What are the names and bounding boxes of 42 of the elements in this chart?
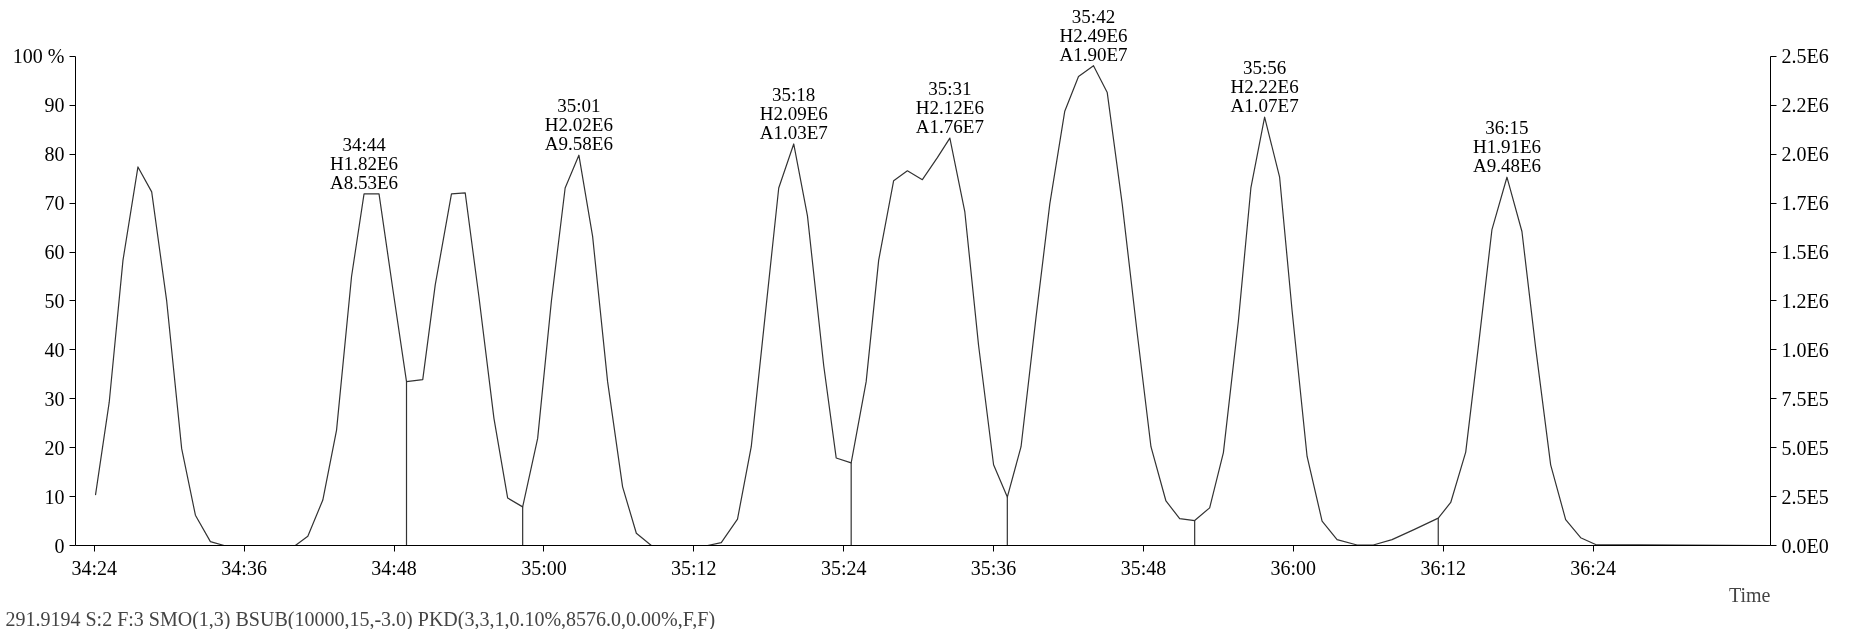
x-tick-label: 34:36 [221, 556, 267, 579]
y-tick-label: 100 % [12, 45, 65, 68]
x-tick-label: 36:12 [1420, 556, 1467, 579]
x-tick-label: 35:00 [521, 556, 567, 579]
y-tick-label: 70 [44, 192, 65, 215]
y-tick-label: 80 [44, 143, 65, 166]
y2-tick-label: 2.5E6 [1781, 45, 1829, 68]
y2-tick-label: 7.5E5 [1781, 387, 1829, 410]
x-tick-label: 34:24 [71, 556, 118, 579]
annotation: 35:42 H2.49E6 A1.90E7 [1059, 5, 1128, 65]
y2-tick-label: 5.0E5 [1781, 436, 1829, 459]
annotation: 34:44 H1.82E6 A8.53E6 [330, 134, 399, 193]
x-tick-label: 35:12 [671, 556, 717, 579]
y2-tick-label: 1.5E6 [1781, 241, 1829, 264]
y-tick-label: 10 [44, 485, 65, 508]
y2-tick-label: 2.0E6 [1781, 143, 1829, 166]
y-tick-label: 40 [44, 338, 65, 361]
x-tick-label: 36:00 [1270, 556, 1317, 579]
y-tick-label: 50 [44, 289, 65, 312]
annotation: 35:18 H2.09E6 A1.03E7 [759, 84, 828, 143]
x-tick-label: 35:24 [820, 556, 867, 579]
text: 291.9194 S:2 F:3 SMO(1,3) BSUB(10000,15,-3.0) PKD(3,3,1,0.10%,8576.0,0.00%,F,F) [5, 607, 716, 629]
x-tick-label: 35:36 [970, 556, 1017, 579]
annotation: 35:31 H2.12E6 A1.76E7 [915, 78, 984, 138]
y-tick-label: 0 [54, 534, 65, 557]
x-tick-label: 36:24 [1570, 556, 1616, 579]
annotation: 35:56 H2.22E6 A1.07E7 [1230, 57, 1299, 117]
y2-tick-label: 1.7E6 [1781, 192, 1829, 215]
x-tick-label: 34:48 [371, 556, 417, 579]
y-tick-label: 90 [44, 94, 65, 117]
y2-tick-label: 0.0E0 [1781, 534, 1829, 557]
x-axis-title: Time [1729, 583, 1771, 606]
y2-tick-label: 2.5E5 [1781, 485, 1829, 508]
y2-tick-label: 1.2E6 [1781, 289, 1829, 312]
y2-tick-label: 2.2E6 [1781, 94, 1829, 117]
y-tick-label: 30 [44, 387, 65, 410]
y-tick-label: 20 [44, 436, 65, 459]
annotation: 36:15 H1.91E6 A9.48E6 [1472, 117, 1541, 177]
y-tick-label: 60 [44, 241, 65, 264]
x-tick-label: 35:48 [1120, 556, 1167, 579]
annotation: 35:01 H2.02E6 A9.58E6 [544, 95, 613, 155]
y2-tick-label: 1.0E6 [1781, 338, 1829, 361]
